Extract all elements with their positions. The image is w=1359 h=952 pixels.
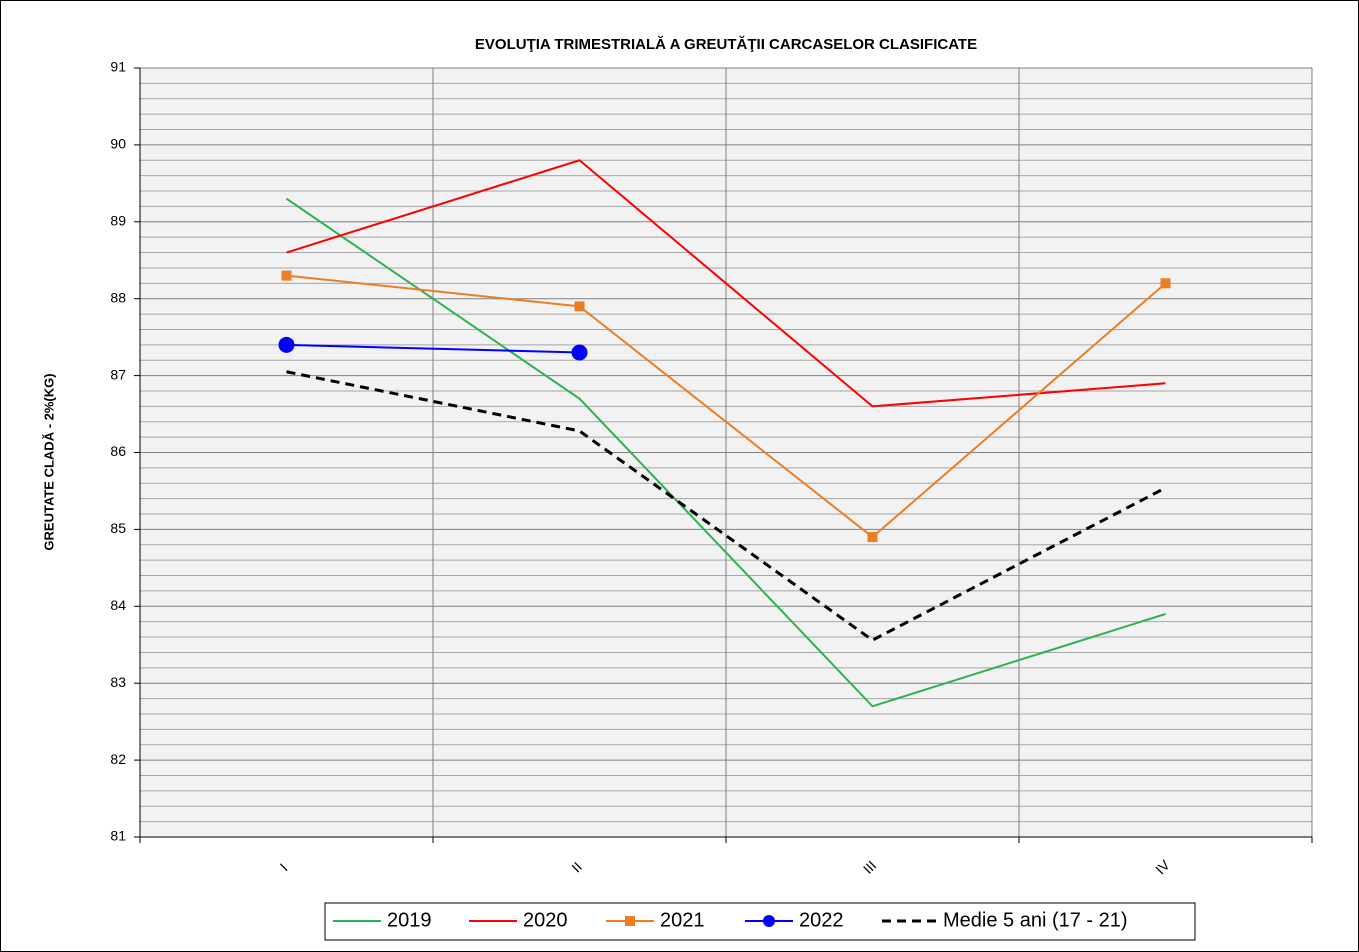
y-axis-label: GREUTATE CLADĂ - 2%(KG) (41, 373, 56, 550)
y-tick-label: 84 (110, 597, 126, 613)
y-tick-label: 90 (110, 136, 126, 152)
marker (1160, 278, 1171, 289)
y-tick-label: 87 (110, 366, 126, 382)
series-line (285, 197, 1166, 708)
marker (278, 336, 295, 353)
y-tick-label: 82 (110, 751, 126, 767)
y-tick-label: 81 (110, 828, 126, 844)
marker (867, 532, 878, 543)
series-line (286, 274, 1167, 539)
y-tick-label: 83 (110, 674, 126, 690)
legend-label: 2019 (387, 909, 432, 931)
legend-label: 2020 (523, 909, 568, 931)
y-tick-label: 88 (110, 289, 126, 305)
marker (281, 270, 292, 281)
y-tick-label: 89 (110, 213, 126, 229)
y-tick-label: 86 (110, 443, 126, 459)
legend-label: 2021 (660, 909, 705, 931)
series-line (286, 159, 1166, 408)
legend-label: Medie 5 ani (17 - 21) (943, 909, 1128, 931)
marker (574, 301, 585, 312)
legend-label: 2022 (799, 909, 844, 931)
series-line (286, 343, 580, 354)
lines (278, 159, 1171, 708)
legend-marker (625, 916, 635, 926)
legend-marker (763, 915, 775, 927)
grid (140, 67, 1313, 838)
marker (571, 344, 588, 361)
chart-title: EVOLUŢIA TRIMESTRIALĂ A GREUTĂŢII CARCAS… (475, 36, 977, 53)
y-tick-label: 85 (110, 520, 126, 536)
y-tick-label: 91 (110, 59, 126, 75)
